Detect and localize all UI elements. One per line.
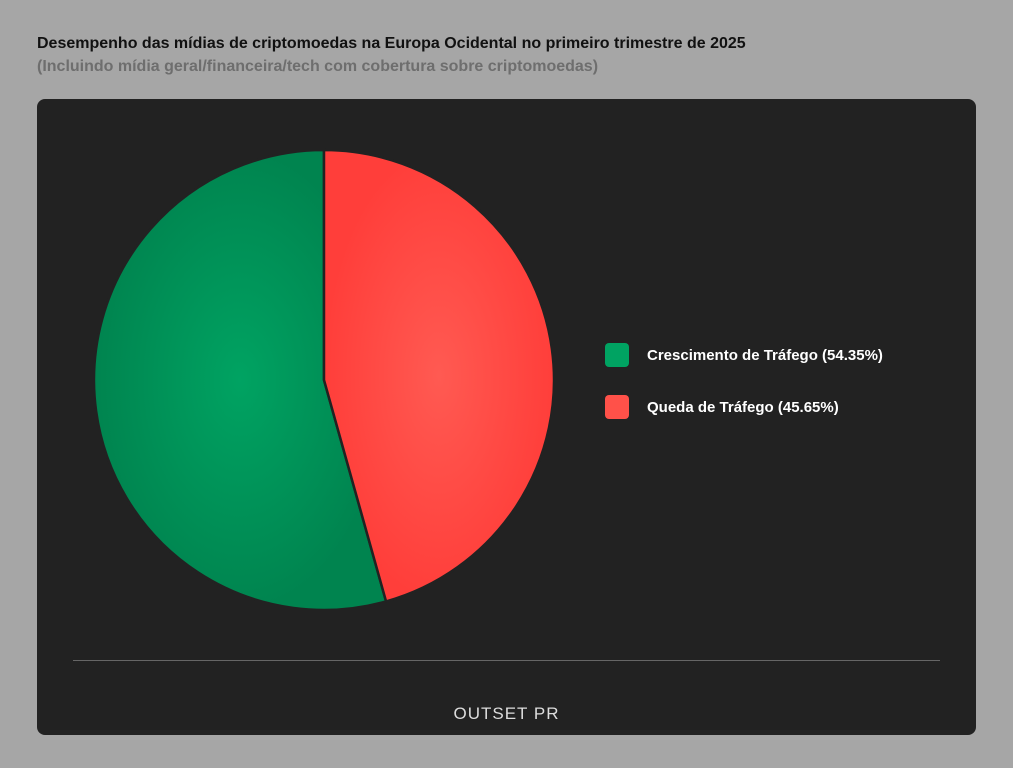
legend-swatch-red xyxy=(605,395,629,419)
brand-logo: OUTSET PR xyxy=(453,704,560,723)
chart-title: Desempenho das mídias de criptomoedas na… xyxy=(37,35,746,52)
pie-slice-growth xyxy=(92,148,388,612)
chart-subtitle: (Incluindo mídia geral/financeira/tech c… xyxy=(37,58,599,75)
legend-item-growth: Crescimento de Tráfego (54.35%) xyxy=(605,342,883,368)
legend-item-decline: Queda de Tráfego (45.65%) xyxy=(605,394,883,420)
divider xyxy=(73,660,940,661)
pie-chart xyxy=(92,148,556,612)
legend-label: Crescimento de Tráfego (54.35%) xyxy=(647,346,883,364)
legend-swatch-green xyxy=(605,343,629,367)
chart-card: Crescimento de Tráfego (54.35%) Queda de… xyxy=(37,99,976,735)
pie-slice-decline xyxy=(322,148,556,604)
legend-label: Queda de Tráfego (45.65%) xyxy=(647,398,839,416)
legend: Crescimento de Tráfego (54.35%) Queda de… xyxy=(605,342,883,446)
